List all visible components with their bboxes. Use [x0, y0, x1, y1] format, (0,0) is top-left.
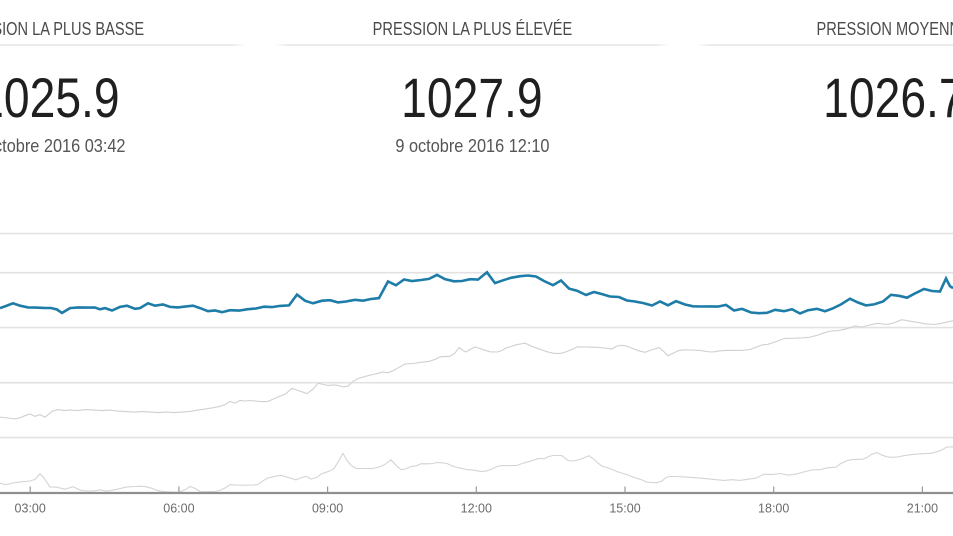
- svg-text:15:00: 15:00: [609, 502, 640, 516]
- svg-text:12:00: 12:00: [461, 502, 492, 516]
- svg-text:09:00: 09:00: [312, 502, 343, 516]
- svg-text:21:00: 21:00: [907, 502, 938, 516]
- svg-text:18:00: 18:00: [758, 502, 789, 516]
- svg-text:06:00: 06:00: [163, 502, 194, 516]
- svg-text:03:00: 03:00: [15, 502, 46, 516]
